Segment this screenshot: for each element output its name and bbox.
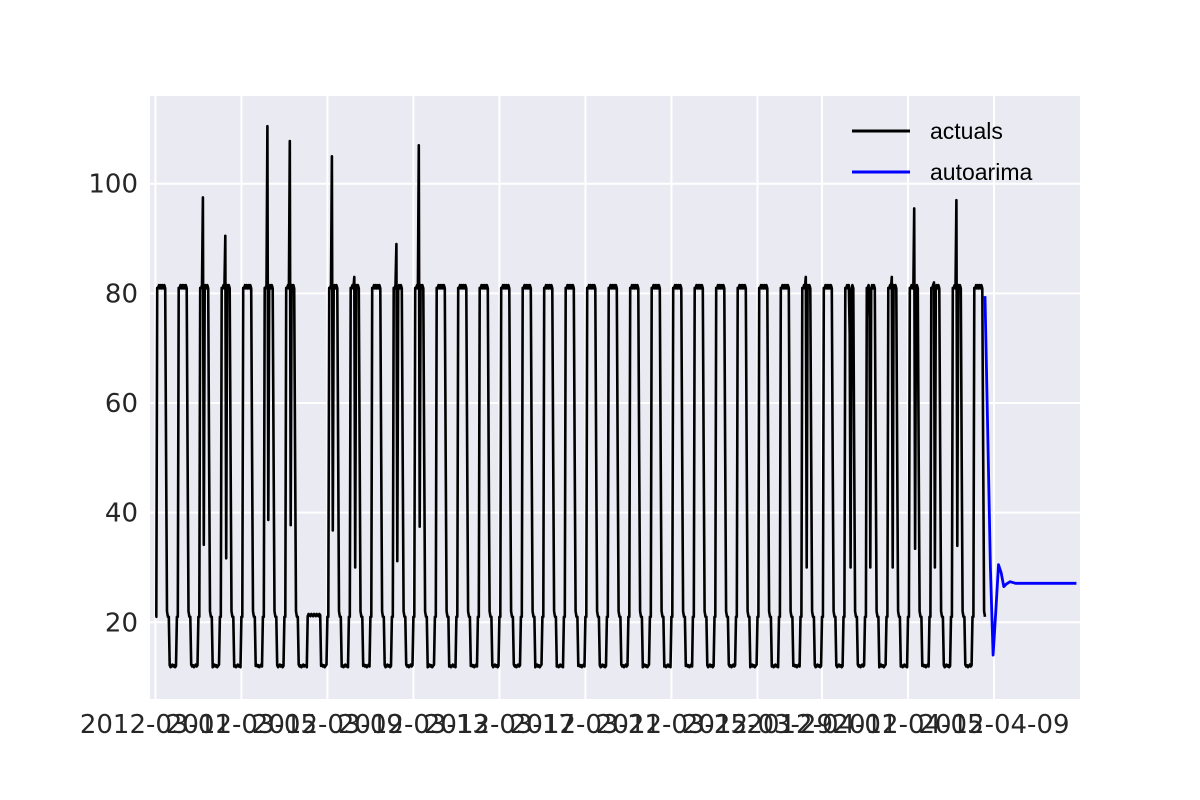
legend-label-autoarima: autoarima: [930, 159, 1032, 185]
legend-label-actuals: actuals: [930, 118, 1003, 144]
x-tick-label: 2012-03-05: [166, 710, 317, 740]
x-tick-label: 2012-03-21: [510, 710, 661, 740]
x-tick-label: 2012-03-25: [596, 710, 747, 740]
series-layer: [155, 124, 1077, 669]
series-line-autoarima: [983, 296, 1077, 657]
x-tick-label: 2012-03-01: [80, 710, 231, 740]
x-tick-label: 2012-04-01: [746, 710, 897, 740]
y-tick-label: 60: [105, 389, 138, 419]
y-tick-label: 100: [88, 170, 138, 200]
series-line-actuals: [155, 124, 987, 669]
x-tick-label: 2012-03-13: [338, 710, 489, 740]
y-tick-label: 20: [105, 608, 138, 638]
x-tick-label: 2012-04-05: [832, 710, 983, 740]
plot-area: [150, 96, 1080, 699]
x-tick-label: 2012-03-29: [682, 710, 833, 740]
x-axis-ticks: 2012-03-012012-03-052012-03-092012-03-13…: [80, 710, 1070, 740]
y-axis-ticks: 20 40 60 80 100: [88, 170, 138, 639]
x-tick-label: 2012-03-09: [252, 710, 403, 740]
y-tick-label: 40: [105, 499, 138, 529]
y-tick-label: 80: [105, 279, 138, 309]
legend: actuals autoarima: [852, 118, 1032, 185]
x-tick-label: 2012-04-09: [918, 710, 1069, 740]
x-tick-label: 2012-03-17: [424, 710, 575, 740]
